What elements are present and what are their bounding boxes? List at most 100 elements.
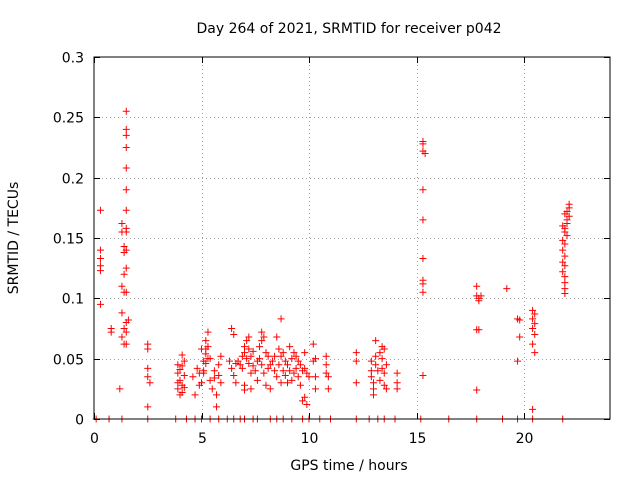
y-tick-label: 0.25 <box>53 111 84 127</box>
data-point <box>531 349 539 357</box>
data-point <box>473 386 481 394</box>
data-point <box>352 357 360 365</box>
axis-ticks: 0 0.05 0.1 0.15 0.2 0.25 0.3 0 5 10 15 20 <box>53 51 610 447</box>
data-point <box>273 373 281 381</box>
data-point <box>225 357 233 365</box>
data-point <box>174 361 182 369</box>
x-axis-label: GPS time / hours <box>290 458 407 474</box>
data-point <box>561 240 569 248</box>
data-point <box>146 379 154 387</box>
data-point <box>245 359 253 367</box>
data-point <box>516 316 524 324</box>
data-point <box>256 355 264 363</box>
data-point <box>122 131 130 139</box>
data-point <box>208 385 216 393</box>
data-point <box>96 267 104 275</box>
data-point <box>256 343 264 351</box>
data-point <box>247 385 255 393</box>
data-point <box>288 376 296 384</box>
data-point <box>241 386 248 394</box>
data-point <box>258 361 266 369</box>
data-point <box>247 369 255 377</box>
data-point <box>96 300 104 308</box>
data-point <box>210 374 218 382</box>
data-points <box>92 107 573 423</box>
data-point <box>372 361 380 369</box>
data-point <box>309 340 317 348</box>
data-point <box>122 107 130 115</box>
data-point <box>382 385 390 393</box>
data-point <box>565 212 573 220</box>
data-point <box>271 367 279 375</box>
data-point <box>120 325 128 332</box>
data-point <box>206 355 214 363</box>
data-point <box>275 345 283 353</box>
data-point <box>238 364 246 372</box>
data-point <box>180 384 188 392</box>
data-point <box>531 320 539 328</box>
data-point <box>202 337 210 345</box>
y-tick-label: 0.2 <box>62 172 84 188</box>
data-point <box>122 186 130 194</box>
data-point <box>529 315 537 323</box>
data-point <box>249 347 257 355</box>
data-point <box>380 345 388 353</box>
data-point <box>116 385 124 393</box>
data-point <box>529 306 537 314</box>
x-tick-label: 10 <box>301 431 319 447</box>
data-point <box>206 376 214 384</box>
data-point <box>217 352 225 360</box>
data-point <box>176 376 184 384</box>
data-point <box>324 373 332 381</box>
data-point <box>301 393 309 401</box>
data-point <box>301 364 309 372</box>
data-point <box>264 352 272 360</box>
data-point <box>120 242 128 250</box>
data-point <box>563 220 571 228</box>
data-point <box>200 369 208 377</box>
data-point <box>258 337 266 345</box>
data-point <box>232 379 240 387</box>
data-point <box>228 364 236 372</box>
y-tick-label: 0.3 <box>62 51 84 67</box>
data-point <box>266 361 274 369</box>
data-point <box>277 315 285 323</box>
data-point <box>370 379 377 387</box>
data-point <box>245 345 253 353</box>
data-point <box>178 362 186 370</box>
data-point <box>561 228 569 236</box>
data-point <box>561 279 569 287</box>
data-point <box>531 310 539 318</box>
data-point <box>122 340 130 348</box>
data-point <box>210 367 218 375</box>
data-point <box>247 352 255 360</box>
data-point <box>241 349 248 357</box>
y-axis-label: SRMTID / TECUs <box>6 182 22 295</box>
data-point <box>174 369 182 377</box>
x-tick-label: 0 <box>90 431 99 447</box>
data-point <box>122 228 130 236</box>
data-point <box>419 216 427 224</box>
data-point <box>238 352 246 360</box>
data-point <box>477 292 485 300</box>
data-point <box>176 391 184 399</box>
data-point <box>271 352 279 360</box>
y-tick-label: 0.15 <box>53 232 84 248</box>
data-point <box>277 379 285 387</box>
data-point <box>419 372 427 380</box>
data-point <box>376 349 384 357</box>
data-point <box>266 385 274 393</box>
data-point <box>234 357 242 365</box>
data-point <box>419 255 427 263</box>
data-point <box>296 381 304 389</box>
data-point <box>529 405 537 413</box>
data-point <box>96 255 104 263</box>
data-point <box>322 352 330 360</box>
data-point <box>559 258 567 266</box>
data-point <box>393 369 401 377</box>
data-point <box>294 373 302 381</box>
data-point <box>202 350 210 358</box>
data-point <box>380 381 388 389</box>
data-point <box>122 144 130 151</box>
